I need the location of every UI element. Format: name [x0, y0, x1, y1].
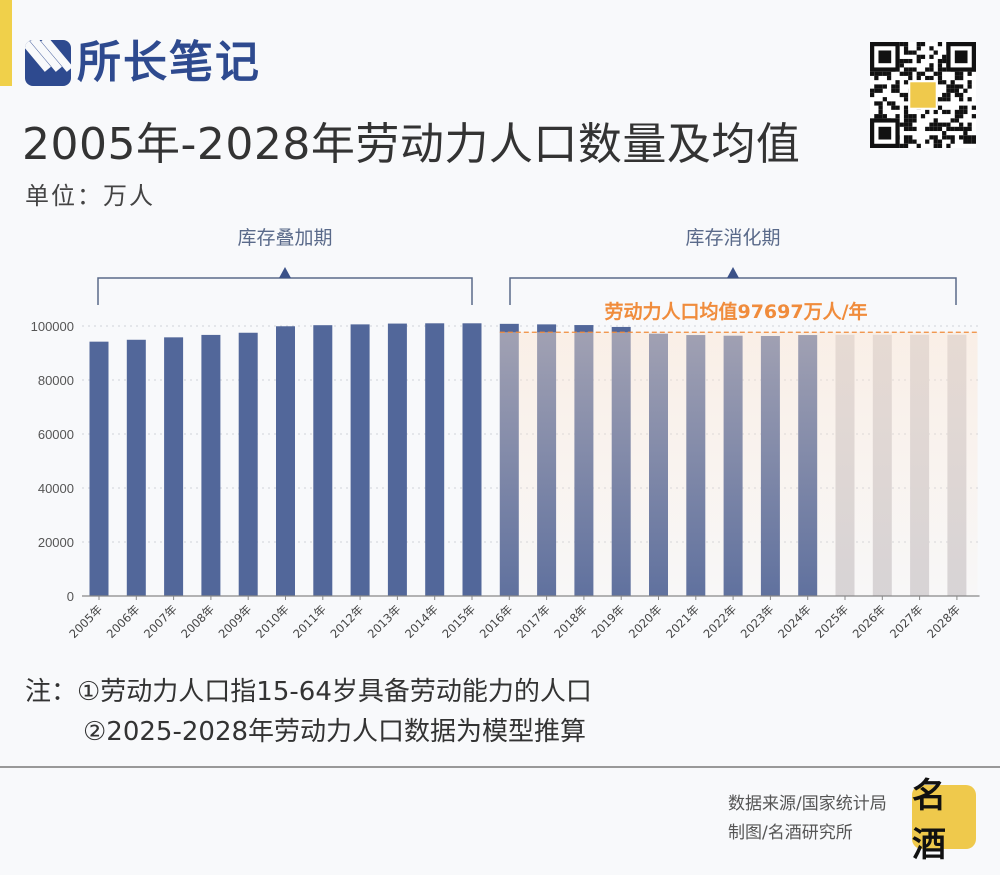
bar-2015年: [462, 323, 482, 596]
x-tick-label: 2028年: [924, 602, 963, 641]
bar-2010年: [276, 326, 295, 596]
brand-logo: 所长笔记: [25, 40, 261, 86]
unit-label: 单位：万人: [25, 182, 155, 210]
x-tick-label: 2022年: [700, 602, 739, 641]
period-label: 库存消化期: [685, 227, 780, 249]
note-2: ②2025-2028年劳动力人口数据为模型推算: [83, 717, 587, 747]
accent-bar: [0, 0, 12, 86]
x-tick-label: 2009年: [216, 602, 255, 641]
bar-2007年: [164, 337, 184, 596]
footer-divider: [0, 766, 1000, 768]
x-tick-label: 2005年: [66, 602, 105, 641]
y-tick-label: 100000: [31, 319, 74, 334]
bar-2005年: [89, 341, 109, 596]
x-tick-label: 2023年: [738, 602, 777, 641]
made-by: 制图/名酒研究所: [728, 823, 853, 843]
pencil-logo-icon: [25, 40, 71, 86]
page-title: 2005年-2028年劳动力人口数量及均值: [22, 119, 801, 170]
y-tick-label: 80000: [38, 373, 74, 388]
y-tick-label: 40000: [38, 481, 74, 496]
mingjiu-logo-icon: 名酒: [912, 776, 976, 865]
x-tick-label: 2016年: [477, 602, 516, 641]
x-tick-label: 2006年: [104, 602, 143, 641]
bar-2012年: [350, 324, 370, 596]
y-tick-label: 0: [67, 589, 74, 604]
bar-2009年: [238, 332, 258, 596]
x-tick-label: 2007年: [141, 602, 180, 641]
y-tick-label: 20000: [38, 535, 74, 550]
logo-text: 所长笔记: [77, 37, 261, 88]
notes: 注：①劳动力人口指15-64岁具备劳动能力的人口 ②2025-2028年劳动力人…: [25, 672, 592, 752]
bar-2011年: [313, 325, 333, 596]
bar-2008年: [201, 334, 221, 596]
data-source: 数据来源/国家统计局: [728, 794, 887, 814]
x-tick-label: 2020年: [626, 602, 665, 641]
bracket-arrow-icon: [727, 267, 739, 278]
x-tick-label: 2010年: [253, 602, 292, 641]
x-tick-label: 2025年: [812, 602, 851, 641]
mean-label: 劳动力人口均值97697万人/年: [604, 300, 867, 323]
y-tick-label: 60000: [38, 427, 74, 442]
period-bracket: [97, 277, 473, 305]
bar-2014年: [425, 323, 445, 596]
period-label: 库存叠加期: [237, 227, 332, 249]
qr-code-graphic: [870, 42, 976, 148]
bar-chart: 0200004000060000800001000002005年2006年200…: [31, 227, 980, 641]
bar-2006年: [126, 339, 146, 596]
x-tick-label: 2024年: [775, 602, 814, 641]
qr-code-icon: [870, 42, 976, 148]
x-tick-label: 2011年: [290, 602, 329, 641]
x-tick-label: 2015年: [439, 602, 478, 641]
x-tick-label: 2008年: [178, 602, 217, 641]
digestion-period-shade: [499, 332, 978, 596]
x-tick-label: 2013年: [365, 602, 404, 641]
bracket-arrow-icon: [279, 267, 291, 278]
x-tick-label: 2017年: [514, 602, 553, 641]
x-tick-label: 2018年: [551, 602, 590, 641]
bar-2013年: [387, 323, 407, 596]
x-tick-label: 2019年: [589, 602, 628, 641]
x-tick-label: 2027年: [887, 602, 926, 641]
x-tick-label: 2014年: [402, 602, 441, 641]
x-tick-label: 2021年: [663, 602, 702, 641]
footer-source: 数据来源/国家统计局 制图/名酒研究所: [728, 790, 887, 848]
note-1: 注：①劳动力人口指15-64岁具备劳动能力的人口: [25, 677, 592, 707]
x-tick-label: 2012年: [327, 602, 366, 641]
x-tick-label: 2026年: [850, 602, 889, 641]
